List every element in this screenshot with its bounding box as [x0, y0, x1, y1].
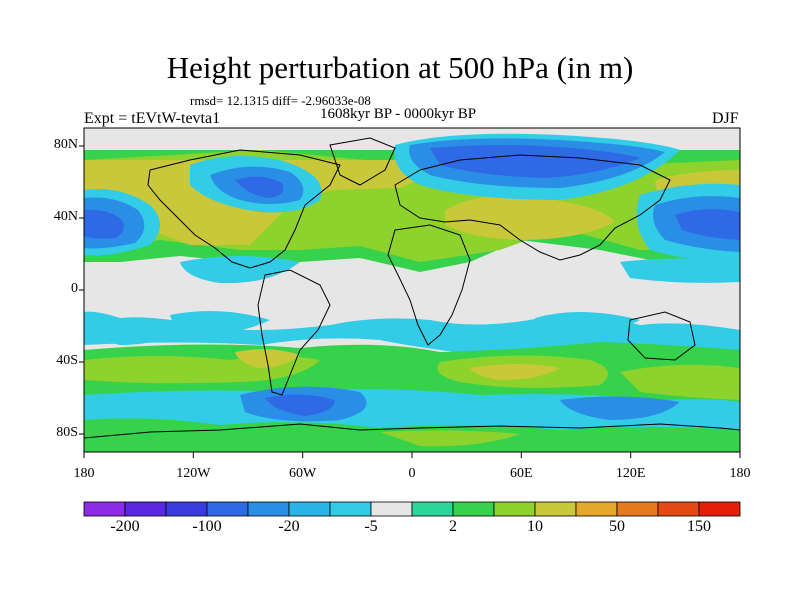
coastline-south-america [257, 269, 331, 396]
longitude-label: 120W [176, 466, 211, 481]
longitude-label: 60W [289, 466, 317, 481]
coastline-australia [627, 311, 696, 361]
colorbar-label: -5 [364, 518, 378, 535]
contour-yellowgreen [620, 364, 740, 400]
season-text: DJF [712, 110, 739, 127]
experiment-text: Expt = tEVtW-tevta1 [84, 110, 221, 127]
coastline-greenland [329, 137, 396, 186]
latitude-label: 80N [53, 137, 78, 152]
latitude-label: 40N [53, 209, 78, 224]
period-text: 1608kyr BP - 0000kyr BP [320, 106, 477, 122]
longitude-label: 0 [408, 466, 416, 481]
colorbar-swatch [165, 501, 208, 517]
contour-olive [445, 195, 615, 240]
colorbar-label: -20 [278, 518, 300, 535]
colorbar-swatch [247, 501, 290, 517]
latitude-label: 80S [56, 425, 78, 440]
colorbar-swatch [452, 501, 495, 517]
latitude-label: 0 [71, 281, 78, 296]
colorbar-swatch [411, 501, 454, 517]
colorbar-swatch [575, 501, 618, 517]
figure-title: Height perturbation at 500 hPa (in m) [166, 50, 634, 85]
contour-lightblue [170, 311, 270, 334]
coastlines [84, 137, 740, 439]
longitude-label: 180 [73, 466, 95, 481]
contour-field [84, 128, 740, 452]
latitude-label: 40S [56, 353, 78, 368]
colorbar-swatch [534, 501, 577, 517]
colorbar-label: -100 [192, 518, 222, 535]
contour-darkblue [265, 394, 335, 416]
colorbar-label: 2 [449, 518, 457, 535]
colorbar-swatch [370, 501, 413, 517]
contour-lightblue [535, 311, 640, 335]
colorbar-swatch [493, 501, 536, 517]
colorbar [83, 501, 741, 517]
colorbar-swatch [616, 501, 659, 517]
colorbar-swatch [657, 501, 700, 517]
contour-darkblue [430, 145, 640, 178]
contour-darkblue [84, 209, 124, 239]
colorbar-label: 50 [609, 518, 625, 535]
coastline-africa [387, 224, 471, 346]
coastline-europe-asia [394, 154, 671, 261]
colorbar-label: -200 [110, 518, 140, 535]
contour-darkblue [675, 209, 740, 240]
axis-ticks [79, 145, 741, 458]
colorbar-swatch [288, 501, 331, 517]
coastline-north-america [147, 149, 341, 269]
contour-lightblue [620, 258, 740, 283]
contour-olive [470, 364, 560, 380]
longitude-label: 180 [729, 466, 751, 481]
contour-lightblue [180, 256, 300, 284]
stats-text: rmsd= 12.1315 diff= -2.96033e-08 [190, 93, 371, 108]
contour-yellowgreen [380, 430, 520, 447]
colorbar-swatch [698, 501, 741, 517]
coastline-antarctica [84, 423, 740, 439]
colorbar-label: 10 [527, 518, 543, 535]
colorbar-swatch [206, 501, 249, 517]
contour-blue [560, 396, 680, 420]
colorbar-swatch [124, 501, 167, 517]
longitude-label: 60E [510, 466, 533, 481]
contour-olive [235, 349, 300, 368]
colorbar-swatch [83, 501, 126, 517]
contour-darkblue [235, 176, 284, 198]
longitude-label: 120E [615, 466, 646, 481]
colorbar-label: 150 [687, 518, 711, 535]
colorbar-swatch [329, 501, 372, 517]
